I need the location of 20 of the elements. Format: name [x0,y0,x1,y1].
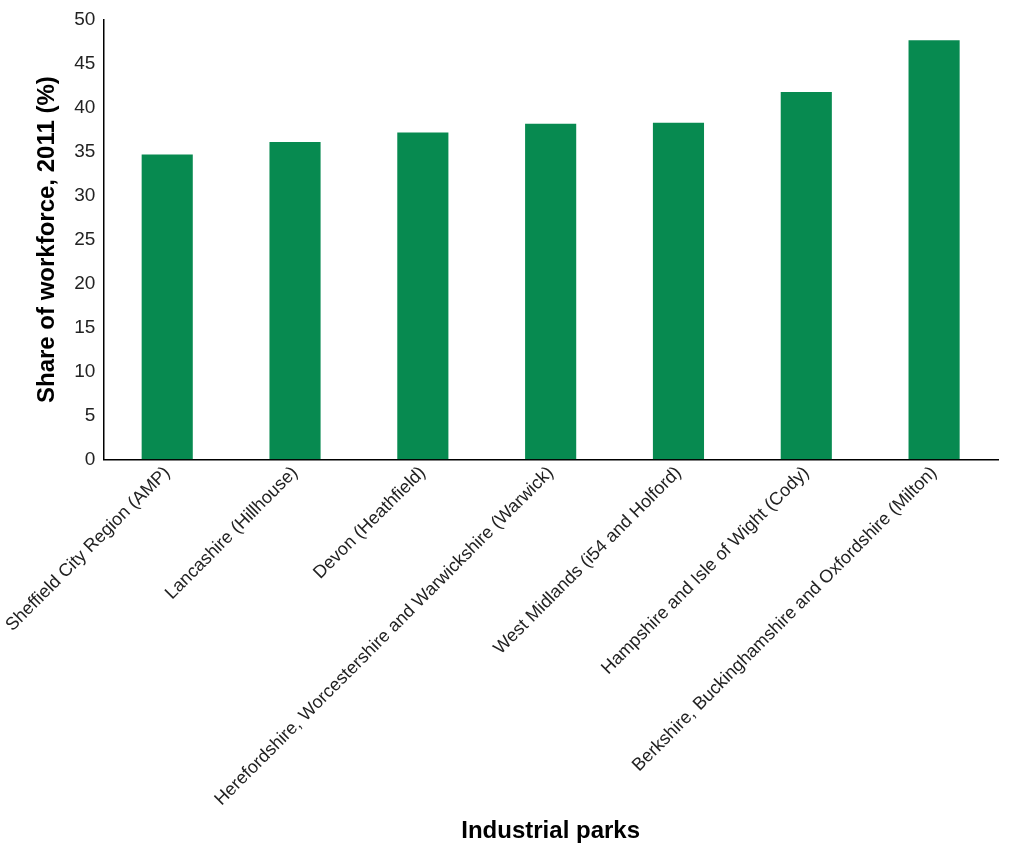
y-tick-label: 30 [74,183,96,205]
bar [397,132,449,460]
y-tick-label: 15 [74,315,96,337]
bar [525,123,577,460]
bar [141,154,193,460]
y-tick-label: 20 [74,271,96,293]
y-tick-label: 5 [84,403,96,425]
bar [652,122,705,460]
bar [908,40,960,460]
y-tick-label: 0 [84,447,96,469]
y-tick-label: 50 [74,8,96,30]
bar [780,92,832,460]
bar [269,142,321,460]
y-tick-label: 45 [74,52,96,74]
y-tick-label: 25 [74,227,96,249]
y-tick-label: 40 [74,96,96,118]
x-axis-title: Industrial parks [461,816,641,844]
y-tick-label: 35 [74,140,96,162]
y-tick-label: 10 [74,359,96,381]
y-axis-title: Share of workforce, 2011 (%) [32,76,60,404]
